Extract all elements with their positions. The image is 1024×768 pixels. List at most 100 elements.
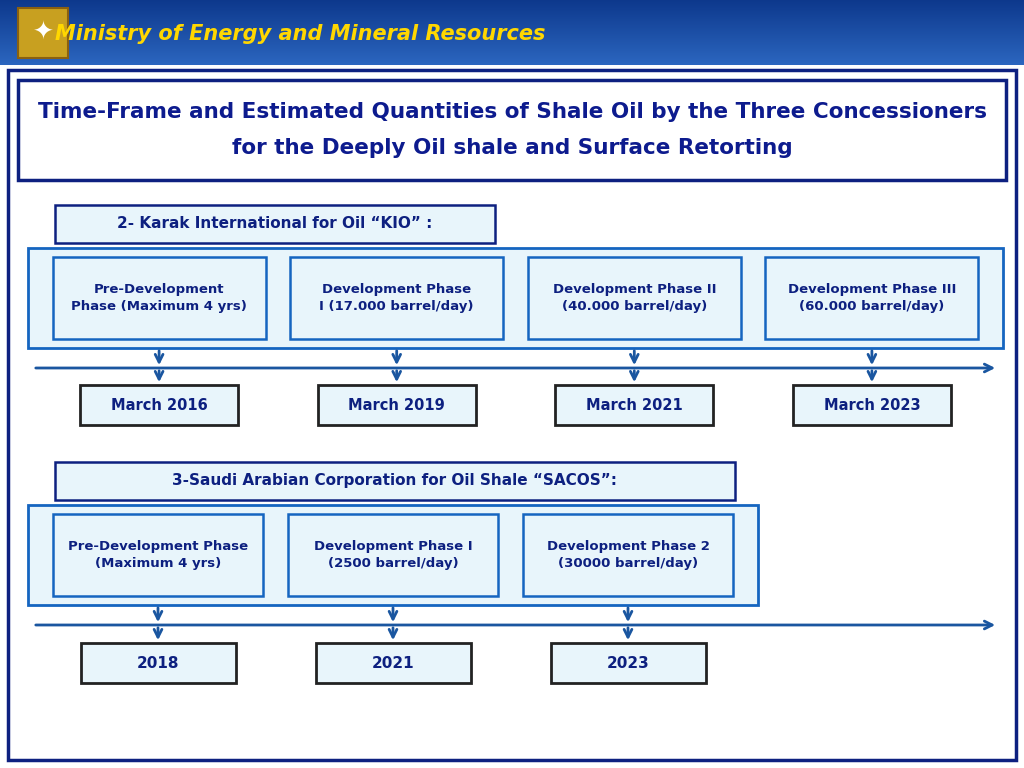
Bar	[0, 22, 1024, 23]
Bar	[55, 462, 735, 500]
Bar	[0, 52, 1024, 53]
Bar	[52, 257, 265, 339]
Bar	[0, 59, 1024, 60]
Bar	[0, 49, 1024, 50]
Bar	[0, 9, 1024, 10]
Text: March 2021: March 2021	[586, 398, 683, 412]
Bar	[28, 505, 758, 605]
Text: Development Phase 2
(30000 barrel/day): Development Phase 2 (30000 barrel/day)	[547, 540, 710, 570]
Bar	[0, 4, 1024, 5]
Bar	[0, 64, 1024, 65]
Bar	[0, 19, 1024, 20]
Bar	[551, 643, 706, 683]
Bar	[0, 58, 1024, 59]
Bar	[0, 50, 1024, 51]
Text: Development Phase
I (17.000 barrel/day): Development Phase I (17.000 barrel/day)	[319, 283, 474, 313]
Bar	[0, 61, 1024, 62]
Bar	[55, 205, 495, 243]
Bar	[0, 30, 1024, 31]
Bar	[555, 385, 714, 425]
Bar	[0, 33, 1024, 34]
Bar	[0, 25, 1024, 26]
Text: March 2023: March 2023	[823, 398, 921, 412]
Bar	[793, 385, 951, 425]
Text: 2023: 2023	[606, 656, 649, 670]
Bar	[0, 8, 1024, 9]
Bar	[0, 17, 1024, 18]
Bar	[0, 48, 1024, 49]
Bar	[0, 40, 1024, 41]
Bar	[0, 1, 1024, 2]
Bar	[0, 18, 1024, 19]
Text: March 2016: March 2016	[111, 398, 208, 412]
Text: Time-Frame and Estimated Quantities of Shale Oil by the Three Concessioners: Time-Frame and Estimated Quantities of S…	[38, 102, 986, 122]
Bar	[0, 27, 1024, 28]
Bar	[0, 24, 1024, 25]
Bar	[0, 31, 1024, 32]
Text: Pre-Development Phase
(Maximum 4 yrs): Pre-Development Phase (Maximum 4 yrs)	[68, 540, 248, 570]
Bar	[18, 8, 68, 58]
Bar	[0, 21, 1024, 22]
Bar	[0, 14, 1024, 15]
Bar	[0, 38, 1024, 39]
Bar	[0, 54, 1024, 55]
Bar	[0, 0, 1024, 1]
Bar	[0, 57, 1024, 58]
Bar	[0, 35, 1024, 36]
Bar	[0, 28, 1024, 29]
Bar	[0, 11, 1024, 12]
Bar	[0, 39, 1024, 40]
Bar	[0, 32, 1024, 33]
Bar	[288, 514, 498, 596]
Bar	[0, 23, 1024, 24]
Bar	[0, 0, 1024, 65]
Text: Development Phase III
(60.000 barrel/day): Development Phase III (60.000 barrel/day…	[787, 283, 956, 313]
Bar	[0, 20, 1024, 21]
Bar	[0, 3, 1024, 4]
Bar	[18, 80, 1006, 180]
Text: March 2019: March 2019	[348, 398, 445, 412]
Text: Development Phase II
(40.000 barrel/day): Development Phase II (40.000 barrel/day)	[553, 283, 716, 313]
Text: 2- Karak International for Oil “KIO” :: 2- Karak International for Oil “KIO” :	[118, 217, 433, 231]
Bar	[0, 63, 1024, 64]
Bar	[765, 257, 978, 339]
Bar	[315, 643, 470, 683]
Text: 3-Saudi Arabian Corporation for Oil Shale “SACOS”:: 3-Saudi Arabian Corporation for Oil Shal…	[172, 474, 617, 488]
Text: 2018: 2018	[137, 656, 179, 670]
Bar	[0, 29, 1024, 30]
Bar	[28, 248, 1002, 348]
Text: Pre-Development
Phase (Maximum 4 yrs): Pre-Development Phase (Maximum 4 yrs)	[71, 283, 247, 313]
Bar	[523, 514, 733, 596]
Text: for the Deeply Oil shale and Surface Retorting: for the Deeply Oil shale and Surface Ret…	[231, 138, 793, 158]
Bar	[0, 62, 1024, 63]
Bar	[0, 53, 1024, 54]
Bar	[80, 385, 239, 425]
Bar	[0, 34, 1024, 35]
Bar	[290, 257, 503, 339]
Bar	[0, 5, 1024, 6]
Bar	[8, 70, 1016, 760]
Bar	[317, 385, 476, 425]
Bar	[527, 257, 740, 339]
Bar	[0, 2, 1024, 3]
Bar	[0, 7, 1024, 8]
Text: Development Phase I
(2500 barrel/day): Development Phase I (2500 barrel/day)	[313, 540, 472, 570]
Bar	[0, 42, 1024, 43]
Bar	[0, 36, 1024, 37]
Bar	[0, 44, 1024, 45]
Bar	[0, 60, 1024, 61]
Text: ✦: ✦	[33, 21, 53, 45]
Bar	[0, 12, 1024, 13]
Bar	[0, 15, 1024, 16]
Bar	[53, 514, 263, 596]
Bar	[0, 41, 1024, 42]
Bar	[0, 45, 1024, 46]
Bar	[0, 10, 1024, 11]
Bar	[0, 47, 1024, 48]
Bar	[0, 26, 1024, 27]
Bar	[0, 43, 1024, 44]
Bar	[0, 13, 1024, 14]
Bar	[0, 56, 1024, 57]
Bar	[0, 16, 1024, 17]
Bar	[81, 643, 236, 683]
